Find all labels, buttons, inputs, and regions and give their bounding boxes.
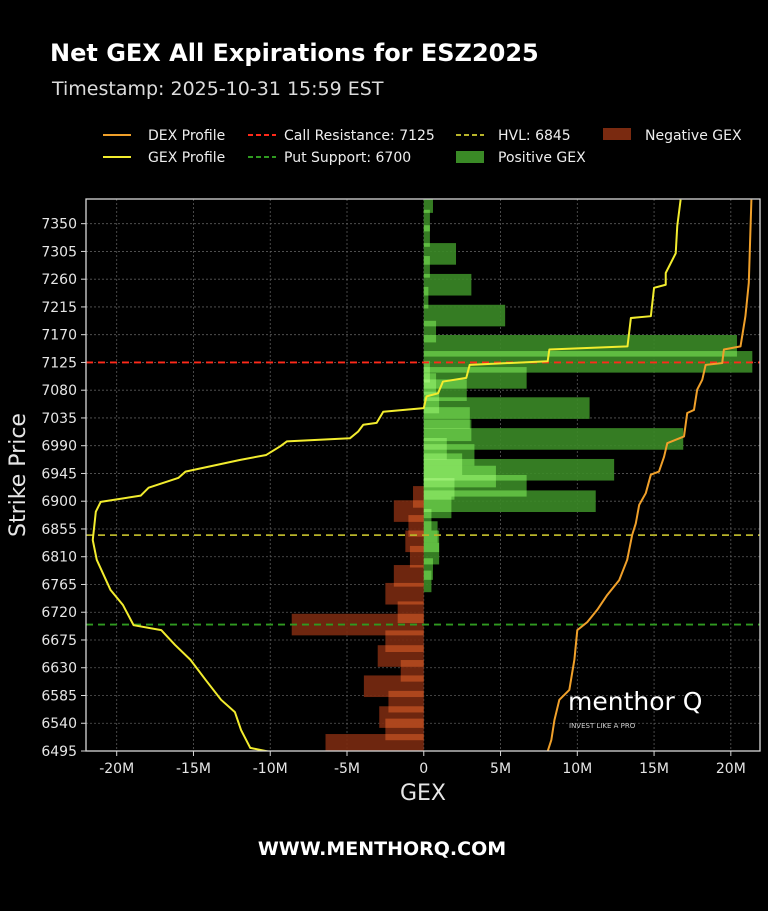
negative-gex-bar xyxy=(325,734,424,751)
legend-gex-profile: GEX Profile xyxy=(148,150,225,166)
legend: DEX Profile GEX Profile Call Resistance:… xyxy=(103,128,742,166)
x-tick-label: -5M xyxy=(334,761,360,777)
axis-ticks: -20M -15M -10M -5M 0 5M 10M 15M 20M 7350 7305 7260 7… xyxy=(41,217,745,777)
y-tick-label: 7215 xyxy=(41,300,77,316)
y-tick-label: 6855 xyxy=(41,522,77,538)
positive-gex-bar xyxy=(423,273,472,296)
negative-gex-bar xyxy=(393,565,424,587)
positive-gex-bar xyxy=(423,490,596,513)
watermark-tagline: INVEST LIKE A PRO xyxy=(569,722,636,730)
y-tick-label: 7035 xyxy=(41,411,77,427)
y-tick-label: 6945 xyxy=(41,466,77,482)
y-tick-label: 6495 xyxy=(41,744,77,760)
negative-gex-bar xyxy=(409,545,424,568)
y-tick-label: 6720 xyxy=(41,605,77,621)
watermark: menthor Q INVEST LIKE A PRO xyxy=(568,687,702,730)
legend-hvl: HVL: 6845 xyxy=(498,128,571,144)
level-lines xyxy=(86,361,760,626)
x-tick-label: -10M xyxy=(253,761,288,777)
y-tick-label: 6540 xyxy=(41,716,77,732)
positive-gex-bar xyxy=(423,225,430,247)
chart-title: Net GEX All Expirations for ESZ2025 xyxy=(50,39,539,67)
timestamp: Timestamp: 2025-10-31 15:59 EST xyxy=(51,78,384,100)
legend-call-resistance: Call Resistance: 7125 xyxy=(284,128,435,144)
y-tick-label: 6675 xyxy=(41,633,77,649)
x-tick-label: -20M xyxy=(99,761,134,777)
legend-negative-swatch xyxy=(603,128,631,140)
y-tick-label: 7350 xyxy=(41,217,77,233)
legend-positive-swatch xyxy=(456,151,484,163)
x-tick-label: 15M xyxy=(639,761,669,777)
positive-gex-bar xyxy=(423,304,506,327)
y-tick-label: 6630 xyxy=(41,661,77,677)
x-tick-label: -15M xyxy=(176,761,211,777)
y-tick-label: 7170 xyxy=(41,328,77,344)
profiles xyxy=(91,199,753,751)
positive-gex-bar xyxy=(423,243,457,265)
footer-url: WWW.MENTHORQ.COM xyxy=(258,838,506,860)
legend-dex-profile: DEX Profile xyxy=(148,128,225,144)
x-tick-label: 10M xyxy=(562,761,592,777)
legend-positive-gex: Positive GEX xyxy=(498,150,586,166)
y-tick-label: 7080 xyxy=(41,383,77,399)
positive-gex-bar xyxy=(423,286,429,309)
positive-gex-bar xyxy=(423,199,433,213)
watermark-brand: menthor Q xyxy=(568,687,702,716)
y-axis-label: Strike Price xyxy=(6,413,31,537)
positive-gex-bar xyxy=(423,256,430,278)
gex-profile-line xyxy=(91,199,682,751)
x-tick-label: 5M xyxy=(490,761,511,777)
dex-profile-line xyxy=(546,199,753,751)
x-tick-label: 0 xyxy=(419,761,428,777)
legend-negative-gex: Negative GEX xyxy=(645,128,742,144)
y-tick-label: 6810 xyxy=(41,550,77,566)
positive-gex-bar xyxy=(423,570,432,593)
y-tick-label: 7305 xyxy=(41,244,77,260)
positive-gex-bar xyxy=(423,209,430,232)
positive-gex-bar xyxy=(423,508,432,531)
plot-frame xyxy=(85,198,761,752)
positive-gex-bar xyxy=(423,558,433,580)
y-tick-label: 6765 xyxy=(41,577,77,593)
y-tick-label: 6990 xyxy=(41,439,77,455)
negative-gex-bar xyxy=(291,613,424,636)
bars xyxy=(291,199,753,751)
x-axis-label: GEX xyxy=(400,781,446,806)
y-tick-label: 6585 xyxy=(41,688,77,704)
y-tick-label: 6900 xyxy=(41,494,77,510)
negative-gex-bar xyxy=(413,486,424,508)
legend-put-support: Put Support: 6700 xyxy=(284,150,411,166)
negative-gex-bar xyxy=(385,582,424,605)
x-tick-label: 20M xyxy=(716,761,746,777)
y-tick-label: 7260 xyxy=(41,272,77,288)
positive-gex-bar xyxy=(423,428,684,450)
y-tick-label: 7125 xyxy=(41,355,77,371)
